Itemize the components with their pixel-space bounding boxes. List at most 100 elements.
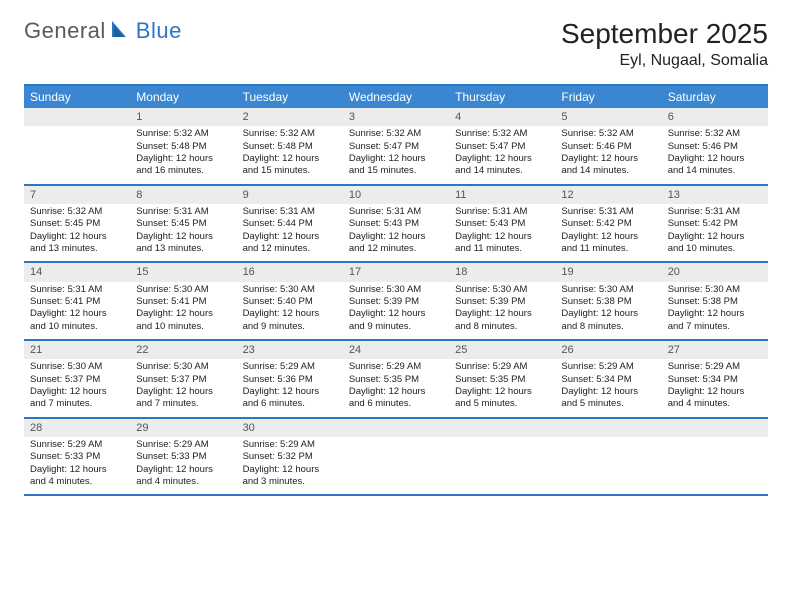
sunrise-text: Sunrise: 5:29 AM — [30, 439, 124, 451]
day-number: 28 — [24, 419, 130, 437]
day-body: Sunrise: 5:31 AMSunset: 5:45 PMDaylight:… — [130, 204, 236, 261]
day-cell: 27Sunrise: 5:29 AMSunset: 5:34 PMDayligh… — [662, 341, 768, 417]
daylight-text: Daylight: 12 hours and 16 minutes. — [136, 153, 230, 178]
day-number: 30 — [237, 419, 343, 437]
day-cell: 12Sunrise: 5:31 AMSunset: 5:42 PMDayligh… — [555, 186, 661, 262]
day-cell: 17Sunrise: 5:30 AMSunset: 5:39 PMDayligh… — [343, 263, 449, 339]
daylight-text: Daylight: 12 hours and 6 minutes. — [243, 386, 337, 411]
day-number: 23 — [237, 341, 343, 359]
sunset-text: Sunset: 5:42 PM — [668, 218, 762, 230]
daylight-text: Daylight: 12 hours and 12 minutes. — [349, 231, 443, 256]
week-row: 28Sunrise: 5:29 AMSunset: 5:33 PMDayligh… — [24, 419, 768, 497]
day-cell: 20Sunrise: 5:30 AMSunset: 5:38 PMDayligh… — [662, 263, 768, 339]
sunset-text: Sunset: 5:37 PM — [30, 374, 124, 386]
weeks-container: 1Sunrise: 5:32 AMSunset: 5:48 PMDaylight… — [24, 108, 768, 496]
sunrise-text: Sunrise: 5:32 AM — [561, 128, 655, 140]
sunset-text: Sunset: 5:36 PM — [243, 374, 337, 386]
location: Eyl, Nugaal, Somalia — [561, 52, 768, 70]
day-cell: 10Sunrise: 5:31 AMSunset: 5:43 PMDayligh… — [343, 186, 449, 262]
sunset-text: Sunset: 5:40 PM — [243, 296, 337, 308]
day-header-row: Sunday Monday Tuesday Wednesday Thursday… — [24, 86, 768, 108]
daylight-text: Daylight: 12 hours and 14 minutes. — [668, 153, 762, 178]
day-header-sunday: Sunday — [24, 86, 130, 108]
sunrise-text: Sunrise: 5:32 AM — [136, 128, 230, 140]
sunrise-text: Sunrise: 5:30 AM — [30, 361, 124, 373]
sunrise-text: Sunrise: 5:31 AM — [243, 206, 337, 218]
day-number — [662, 419, 768, 437]
day-number: 26 — [555, 341, 661, 359]
day-body: Sunrise: 5:29 AMSunset: 5:33 PMDaylight:… — [24, 437, 130, 494]
day-cell — [24, 108, 130, 184]
day-body: Sunrise: 5:31 AMSunset: 5:42 PMDaylight:… — [555, 204, 661, 261]
sunset-text: Sunset: 5:38 PM — [561, 296, 655, 308]
day-header-saturday: Saturday — [662, 86, 768, 108]
sunset-text: Sunset: 5:48 PM — [243, 141, 337, 153]
day-cell: 9Sunrise: 5:31 AMSunset: 5:44 PMDaylight… — [237, 186, 343, 262]
sunrise-text: Sunrise: 5:32 AM — [30, 206, 124, 218]
day-body: Sunrise: 5:31 AMSunset: 5:44 PMDaylight:… — [237, 204, 343, 261]
sunrise-text: Sunrise: 5:32 AM — [455, 128, 549, 140]
day-cell: 25Sunrise: 5:29 AMSunset: 5:35 PMDayligh… — [449, 341, 555, 417]
month-title: September 2025 — [561, 18, 768, 50]
daylight-text: Daylight: 12 hours and 9 minutes. — [349, 308, 443, 333]
daylight-text: Daylight: 12 hours and 4 minutes. — [668, 386, 762, 411]
daylight-text: Daylight: 12 hours and 4 minutes. — [136, 464, 230, 489]
logo-text-general: General — [24, 18, 106, 44]
sunset-text: Sunset: 5:41 PM — [136, 296, 230, 308]
sunrise-text: Sunrise: 5:29 AM — [243, 439, 337, 451]
sunrise-text: Sunrise: 5:31 AM — [668, 206, 762, 218]
day-number: 15 — [130, 263, 236, 281]
sunrise-text: Sunrise: 5:31 AM — [349, 206, 443, 218]
day-header-wednesday: Wednesday — [343, 86, 449, 108]
week-row: 21Sunrise: 5:30 AMSunset: 5:37 PMDayligh… — [24, 341, 768, 419]
sunrise-text: Sunrise: 5:31 AM — [30, 284, 124, 296]
sunrise-text: Sunrise: 5:32 AM — [243, 128, 337, 140]
sunset-text: Sunset: 5:33 PM — [30, 451, 124, 463]
day-cell: 8Sunrise: 5:31 AMSunset: 5:45 PMDaylight… — [130, 186, 236, 262]
week-row: 7Sunrise: 5:32 AMSunset: 5:45 PMDaylight… — [24, 186, 768, 264]
day-body: Sunrise: 5:30 AMSunset: 5:41 PMDaylight:… — [130, 282, 236, 339]
day-cell — [449, 419, 555, 495]
sunset-text: Sunset: 5:34 PM — [668, 374, 762, 386]
day-body: Sunrise: 5:30 AMSunset: 5:39 PMDaylight:… — [343, 282, 449, 339]
sunset-text: Sunset: 5:46 PM — [561, 141, 655, 153]
title-block: September 2025 Eyl, Nugaal, Somalia — [561, 18, 768, 70]
daylight-text: Daylight: 12 hours and 5 minutes. — [561, 386, 655, 411]
sunrise-text: Sunrise: 5:29 AM — [136, 439, 230, 451]
day-number: 4 — [449, 108, 555, 126]
day-body: Sunrise: 5:32 AMSunset: 5:47 PMDaylight:… — [449, 126, 555, 183]
daylight-text: Daylight: 12 hours and 14 minutes. — [561, 153, 655, 178]
day-number: 6 — [662, 108, 768, 126]
daylight-text: Daylight: 12 hours and 9 minutes. — [243, 308, 337, 333]
day-number: 9 — [237, 186, 343, 204]
sunset-text: Sunset: 5:48 PM — [136, 141, 230, 153]
day-header-tuesday: Tuesday — [237, 86, 343, 108]
day-cell: 2Sunrise: 5:32 AMSunset: 5:48 PMDaylight… — [237, 108, 343, 184]
sunset-text: Sunset: 5:33 PM — [136, 451, 230, 463]
day-body: Sunrise: 5:32 AMSunset: 5:48 PMDaylight:… — [130, 126, 236, 183]
sunset-text: Sunset: 5:35 PM — [455, 374, 549, 386]
daylight-text: Daylight: 12 hours and 12 minutes. — [243, 231, 337, 256]
day-cell — [662, 419, 768, 495]
day-number: 13 — [662, 186, 768, 204]
day-body: Sunrise: 5:30 AMSunset: 5:37 PMDaylight:… — [130, 359, 236, 416]
day-number: 3 — [343, 108, 449, 126]
day-number: 7 — [24, 186, 130, 204]
sunrise-text: Sunrise: 5:29 AM — [349, 361, 443, 373]
day-cell: 29Sunrise: 5:29 AMSunset: 5:33 PMDayligh… — [130, 419, 236, 495]
day-number: 5 — [555, 108, 661, 126]
day-body: Sunrise: 5:29 AMSunset: 5:36 PMDaylight:… — [237, 359, 343, 416]
sunrise-text: Sunrise: 5:30 AM — [455, 284, 549, 296]
day-number — [449, 419, 555, 437]
day-number: 12 — [555, 186, 661, 204]
day-header-thursday: Thursday — [449, 86, 555, 108]
day-cell: 6Sunrise: 5:32 AMSunset: 5:46 PMDaylight… — [662, 108, 768, 184]
day-body: Sunrise: 5:32 AMSunset: 5:46 PMDaylight:… — [662, 126, 768, 183]
sunrise-text: Sunrise: 5:29 AM — [668, 361, 762, 373]
daylight-text: Daylight: 12 hours and 10 minutes. — [668, 231, 762, 256]
day-cell: 18Sunrise: 5:30 AMSunset: 5:39 PMDayligh… — [449, 263, 555, 339]
sunrise-text: Sunrise: 5:29 AM — [561, 361, 655, 373]
daylight-text: Daylight: 12 hours and 14 minutes. — [455, 153, 549, 178]
day-cell: 21Sunrise: 5:30 AMSunset: 5:37 PMDayligh… — [24, 341, 130, 417]
day-number: 1 — [130, 108, 236, 126]
